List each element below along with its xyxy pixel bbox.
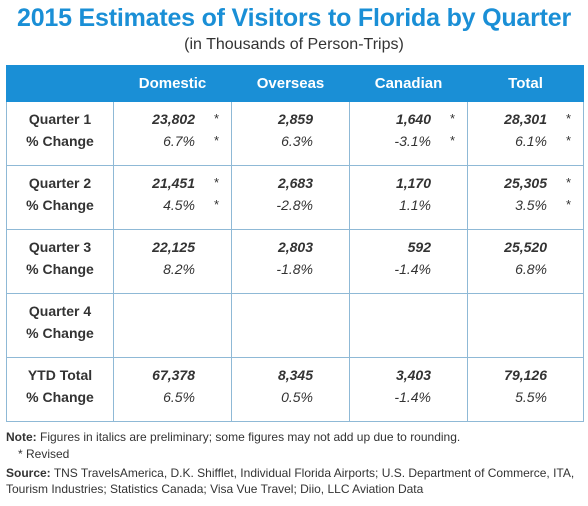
data-cell: 3,403 -1.4%	[349, 357, 468, 422]
cell-value: 21,451	[152, 175, 195, 191]
data-cell: 79,126 5.5%	[467, 357, 584, 422]
cell-pct: -1.8%	[276, 261, 313, 277]
data-cell: 2,859 6.3%	[231, 101, 350, 166]
cell-value: 25,520	[504, 239, 547, 255]
row-label-cell: Quarter 3 % Change	[6, 229, 114, 294]
revised-marker: *	[213, 133, 219, 148]
column-header-total: Total	[467, 65, 584, 102]
cell-value: 2,859	[277, 111, 313, 127]
cell-value: 67,378	[152, 367, 195, 383]
revised-marker: *	[213, 111, 219, 126]
revised-marker: *	[565, 133, 571, 148]
cell-pct: -3.1%	[394, 133, 431, 149]
cell-value: 25,305	[504, 175, 547, 191]
row-pct-label: % Change	[26, 197, 94, 213]
table-row: Quarter 3 % Change 22,125 8.2% 2,803 -1.…	[6, 229, 584, 294]
table-header-row: Domestic Overseas Canadian Total	[6, 65, 584, 102]
cell-pct: 3.5%	[515, 197, 547, 213]
cell-value: 2,683	[277, 175, 313, 191]
data-cell: 1,640 * -3.1% *	[349, 101, 468, 166]
page-title: 2015 Estimates of Visitors to Florida by…	[16, 4, 571, 32]
table-row: Quarter 4 % Change	[6, 293, 584, 358]
row-pct-label: % Change	[26, 325, 94, 341]
row-label-cell: YTD Total % Change	[6, 357, 114, 422]
visitors-table: Domestic Overseas Canadian Total Quarter…	[6, 65, 584, 422]
cell-value: 592	[407, 239, 431, 255]
note-label: Note:	[6, 430, 37, 444]
data-cell: 23,802 * 6.7% *	[113, 101, 232, 166]
revised-marker: *	[565, 111, 571, 126]
column-header-canadian: Canadian	[349, 65, 468, 102]
data-cell: 67,378 6.5%	[113, 357, 232, 422]
footnote: Note: Figures in italics are preliminary…	[6, 429, 460, 445]
cell-value: 1,640	[395, 111, 431, 127]
data-cell: 25,305 * 3.5% *	[467, 165, 584, 230]
data-cell: 2,803 -1.8%	[231, 229, 350, 294]
row-label: Quarter 4	[28, 303, 92, 319]
source-label: Source:	[6, 466, 51, 480]
row-label: Quarter 2	[28, 175, 92, 191]
row-label: YTD Total	[27, 367, 93, 383]
row-pct-label: % Change	[26, 261, 94, 277]
cell-value: 28,301	[504, 111, 547, 127]
cell-value: 22,125	[152, 239, 195, 255]
cell-pct: 8.2%	[163, 261, 195, 277]
row-label-cell: Quarter 1 % Change	[6, 101, 114, 166]
data-cell: 21,451 * 4.5% *	[113, 165, 232, 230]
table-row: YTD Total % Change 67,378 6.5% 8,345 0.5…	[6, 357, 584, 422]
table-row: Quarter 1 % Change 23,802 * 6.7% * 2,859 6…	[6, 101, 584, 166]
revised-marker: *	[449, 133, 455, 148]
cell-pct: -1.4%	[394, 261, 431, 277]
row-label: Quarter 3	[28, 239, 92, 255]
cell-pct: 6.8%	[515, 261, 547, 277]
data-cell: 8,345 0.5%	[231, 357, 350, 422]
header-corner	[6, 65, 114, 102]
cell-value: 2,803	[277, 239, 313, 255]
cell-pct: 4.5%	[163, 197, 195, 213]
cell-pct: 6.3%	[281, 133, 313, 149]
source-note: Source: TNS TravelsAmerica, D.K. Shiffle…	[6, 465, 581, 497]
cell-value: 1,170	[395, 175, 431, 191]
data-cell: 25,520 6.8%	[467, 229, 584, 294]
source-text: TNS TravelsAmerica, D.K. Shifflet, Indiv…	[6, 466, 575, 496]
data-cell	[113, 293, 232, 358]
revised-marker: *	[565, 175, 571, 190]
cell-pct: -2.8%	[276, 197, 313, 213]
data-cell: 22,125 8.2%	[113, 229, 232, 294]
cell-pct: 6.7%	[163, 133, 195, 149]
row-pct-label: % Change	[26, 389, 94, 405]
table-row: Quarter 2 % Change 21,451 * 4.5% * 2,683 -…	[6, 165, 584, 230]
cell-pct: 6.5%	[163, 389, 195, 405]
note-text: Figures in italics are preliminary; some…	[40, 430, 461, 444]
cell-pct: 1.1%	[399, 197, 431, 213]
row-label: Quarter 1	[28, 111, 92, 127]
row-pct-label: % Change	[26, 133, 94, 149]
data-cell: 1,170 1.1%	[349, 165, 468, 230]
cell-value: 23,802	[152, 111, 195, 127]
cell-pct: 5.5%	[515, 389, 547, 405]
column-header-overseas: Overseas	[231, 65, 350, 102]
data-cell: 28,301 * 6.1% *	[467, 101, 584, 166]
column-header-domestic: Domestic	[113, 65, 232, 102]
row-label-cell: Quarter 2 % Change	[6, 165, 114, 230]
cell-value: 8,345	[277, 367, 313, 383]
revised-marker: *	[565, 197, 571, 212]
data-cell	[467, 293, 584, 358]
cell-value: 3,403	[395, 367, 431, 383]
revised-marker: *	[449, 111, 455, 126]
revised-marker: *	[213, 197, 219, 212]
data-cell: 2,683 -2.8%	[231, 165, 350, 230]
cell-pct: 6.1%	[515, 133, 547, 149]
page-subtitle: (in Thousands of Person-Trips)	[184, 36, 404, 53]
row-label-cell: Quarter 4 % Change	[6, 293, 114, 358]
data-cell: 592 -1.4%	[349, 229, 468, 294]
data-cell	[231, 293, 350, 358]
cell-pct: 0.5%	[281, 389, 313, 405]
cell-pct: -1.4%	[394, 389, 431, 405]
data-cell	[349, 293, 468, 358]
cell-value: 79,126	[504, 367, 547, 383]
revised-note: * Revised	[18, 447, 70, 461]
revised-marker: *	[213, 175, 219, 190]
